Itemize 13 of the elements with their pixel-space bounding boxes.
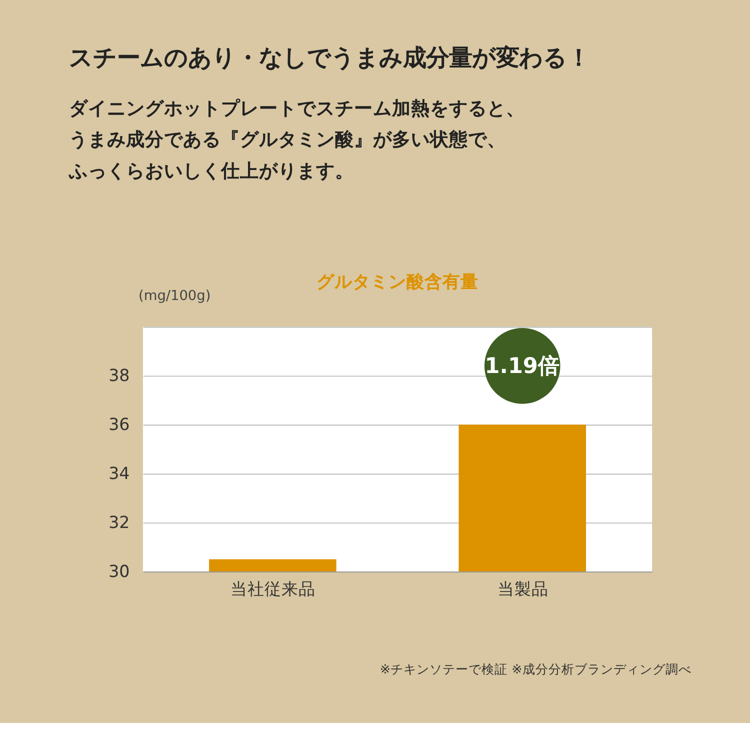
y-tick-label: 38 [108, 366, 130, 386]
y-tick-label: 32 [108, 512, 130, 532]
annotation: 1.19倍 [484, 354, 560, 379]
y-tick-label: 34 [108, 464, 130, 483]
y-tick-label: 30 [108, 562, 130, 581]
chart-subtitle: ダイニングホットプレートでスチーム加熱をすると、うまみ成分である『グルタミン酸』が多い状態で、ふっくらおいしく仕上がります。 [68, 97, 525, 182]
y-axis-title: (mg/100g) [138, 288, 211, 304]
text: ※チキンソテーで検証 ※成分分析ブランディング調べ [380, 661, 692, 676]
y-tick-label: 36 [108, 415, 130, 434]
text: グルタミン酸含有量 [316, 272, 479, 293]
x-tick-label: 当製品 [497, 580, 548, 599]
x-tick-label: 当社従来品 [230, 580, 316, 599]
chart-title: スチームのあり・なしでうまみ成分量が変わる！ [68, 43, 590, 72]
